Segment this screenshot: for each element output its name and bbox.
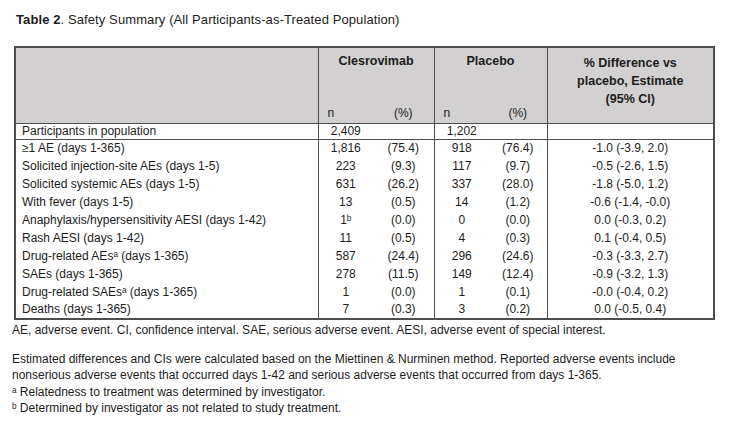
row-label-cell: Participants in population [15, 123, 318, 139]
placebo-n-cell: 4 [434, 229, 489, 247]
clesrovimab-pct-cell: (11.5) [373, 265, 434, 283]
clesrovimab-n-cell: 7 [318, 301, 373, 319]
clesrovimab-pct-cell [373, 123, 434, 139]
placebo-n-cell: 3 [434, 301, 489, 319]
table-header: Clesrovimab Placebo % Difference vs plac… [15, 47, 714, 123]
table-row: ≥1 AE (days 1-365)1,816(75.4)918(76.4)-1… [15, 139, 714, 157]
difference-cell: -1.8 (-5.0, 1.2) [547, 175, 714, 193]
row-label-cell: Anaphylaxis/hypersensitivity AESI (days … [15, 211, 318, 229]
clesrovimab-pct-cell: (0.0) [373, 283, 434, 301]
table-title: Table 2. Safety Summary (All Participant… [16, 12, 400, 27]
table-row: Drug-related SAEsᵃ (days 1-365)1(0.0)1(0… [15, 283, 714, 301]
clesrovimab-pct-cell: (0.5) [373, 229, 434, 247]
placebo-pct-cell: (1.2) [489, 193, 547, 211]
clesrovimab-n-cell: 278 [318, 265, 373, 283]
clesrovimab-n-header: n [318, 103, 373, 123]
table-title-text: . Safety Summary (All Participants-as-Tr… [61, 12, 400, 27]
clesrovimab-column-header: Clesrovimab [318, 47, 434, 103]
placebo-pct-cell: (0.2) [489, 301, 547, 319]
table-row: SAEs (days 1-365)278(11.5)149(12.4)-0.9 … [15, 265, 714, 283]
clesrovimab-n-cell: 13 [318, 193, 373, 211]
placebo-pct-cell: (0.1) [489, 283, 547, 301]
row-label-cell: ≥1 AE (days 1-365) [15, 139, 318, 157]
table-row: Rash AESI (days 1-42)11(0.5)4(0.3)0.1 (-… [15, 229, 714, 247]
row-label-cell: Solicited systemic AEs (days 1-5) [15, 175, 318, 193]
clesrovimab-pct-cell: (24.4) [373, 247, 434, 265]
table-row: Solicited systemic AEs (days 1-5)631(26.… [15, 175, 714, 193]
placebo-column-header: Placebo [434, 47, 547, 103]
clesrovimab-n-cell: 11 [318, 229, 373, 247]
safety-summary-table: Clesrovimab Placebo % Difference vs plac… [14, 46, 715, 320]
placebo-n-cell: 0 [434, 211, 489, 229]
placebo-n-cell: 14 [434, 193, 489, 211]
difference-cell: -0.9 (-3.2, 1.3) [547, 265, 714, 283]
difference-column-header-text: % Difference vs placebo, Estimate (95% C… [566, 54, 694, 108]
clesrovimab-pct-cell: (0.3) [373, 301, 434, 319]
placebo-pct-cell: (12.4) [489, 265, 547, 283]
placebo-n-cell: 296 [434, 247, 489, 265]
methods-note-line2: nonserious adverse events that occurred … [12, 367, 676, 383]
placebo-pct-cell [489, 123, 547, 139]
clesrovimab-n-cell: 1ᵇ [318, 211, 373, 229]
difference-column-header: % Difference vs placebo, Estimate (95% C… [547, 47, 714, 123]
row-label-cell: Deaths (days 1-365) [15, 301, 318, 319]
difference-cell: 0.0 (-0.5, 0.4) [547, 301, 714, 319]
difference-cell [547, 123, 714, 139]
placebo-n-cell: 1,202 [434, 123, 489, 139]
row-label-header-cell [15, 47, 318, 123]
placebo-n-header: n [434, 103, 489, 123]
placebo-pct-cell: (9.7) [489, 157, 547, 175]
difference-cell: 0.1 (-0.4, 0.5) [547, 229, 714, 247]
placebo-pct-cell: (28.0) [489, 175, 547, 193]
row-label-cell: Drug-related SAEsᵃ (days 1-365) [15, 283, 318, 301]
clesrovimab-n-cell: 1 [318, 283, 373, 301]
table-row: Participants in population2,409 1,202 [15, 123, 714, 139]
placebo-pct-header: (%) [489, 103, 547, 123]
placebo-n-cell: 149 [434, 265, 489, 283]
difference-cell: -1.0 (-3.9, 2.0) [547, 139, 714, 157]
clesrovimab-pct-cell: (26.2) [373, 175, 434, 193]
placebo-n-cell: 918 [434, 139, 489, 157]
methods-note-line1: Estimated differences and CIs were calcu… [12, 351, 676, 367]
group-header-row: Clesrovimab Placebo % Difference vs plac… [15, 47, 714, 103]
row-label-cell: SAEs (days 1-365) [15, 265, 318, 283]
clesrovimab-n-cell: 223 [318, 157, 373, 175]
footnote-a: ᵃ Relatedness to treatment was determine… [12, 384, 325, 400]
clesrovimab-pct-cell: (9.3) [373, 157, 434, 175]
placebo-n-cell: 1 [434, 283, 489, 301]
placebo-n-cell: 337 [434, 175, 489, 193]
row-label-cell: Rash AESI (days 1-42) [15, 229, 318, 247]
table-row: Solicited injection-site AEs (days 1-5)2… [15, 157, 714, 175]
difference-cell: -0.3 (-3.3, 2.7) [547, 247, 714, 265]
placebo-pct-cell: (24.6) [489, 247, 547, 265]
clesrovimab-pct-cell: (75.4) [373, 139, 434, 157]
clesrovimab-pct-cell: (0.0) [373, 211, 434, 229]
row-label-cell: Drug-related AEsᵃ (days 1-365) [15, 247, 318, 265]
table-body: Participants in population2,4091,202≥1 A… [15, 123, 714, 319]
difference-cell: -0.6 (-1.4, -0.0) [547, 193, 714, 211]
clesrovimab-n-cell: 587 [318, 247, 373, 265]
placebo-pct-cell: (0.3) [489, 229, 547, 247]
table-row: Drug-related AEsᵃ (days 1-365)587(24.4)2… [15, 247, 714, 265]
methods-note: Estimated differences and CIs were calcu… [12, 351, 676, 383]
table-row: Deaths (days 1-365)7(0.3)3(0.2)0.0 (-0.5… [15, 301, 714, 319]
difference-cell: -0.5 (-2.6, 1.5) [547, 157, 714, 175]
table-row: With fever (days 1-5)13(0.5)14(1.2)-0.6 … [15, 193, 714, 211]
table-row: Anaphylaxis/hypersensitivity AESI (days … [15, 211, 714, 229]
clesrovimab-pct-cell: (0.5) [373, 193, 434, 211]
table-title-label: Table 2 [16, 12, 61, 27]
abbreviations-note: AE, adverse event. CI, confidence interv… [12, 323, 606, 337]
placebo-pct-cell: (76.4) [489, 139, 547, 157]
clesrovimab-pct-header: (%) [373, 103, 434, 123]
difference-cell: -0.0 (-0.4, 0.2) [547, 283, 714, 301]
row-label-cell: With fever (days 1-5) [15, 193, 318, 211]
placebo-pct-cell: (0.0) [489, 211, 547, 229]
row-label-cell: Solicited injection-site AEs (days 1-5) [15, 157, 318, 175]
difference-cell: 0.0 (-0.3, 0.2) [547, 211, 714, 229]
clesrovimab-n-cell: 1,816 [318, 139, 373, 157]
placebo-n-cell: 117 [434, 157, 489, 175]
clesrovimab-n-cell: 631 [318, 175, 373, 193]
clesrovimab-n-cell: 2,409 [318, 123, 373, 139]
footnote-b: ᵇ Determined by investigator as not rela… [12, 400, 341, 416]
